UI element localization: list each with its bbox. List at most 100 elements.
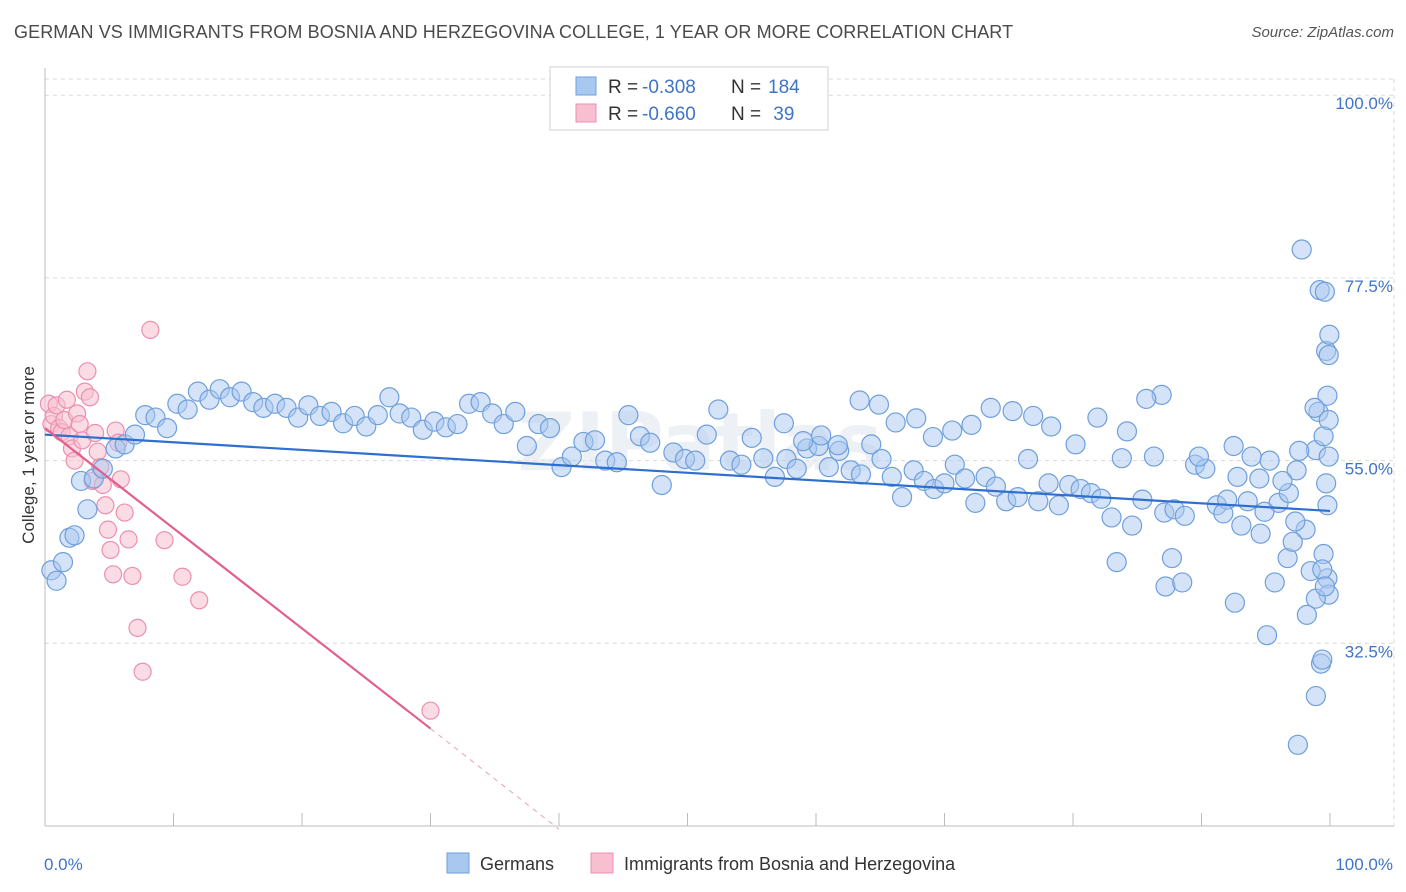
y-tick-label-0: 100.0% <box>1335 94 1393 113</box>
germans-point-170 <box>1065 434 1086 455</box>
germans-point-182 <box>827 435 848 456</box>
germans-point-70 <box>786 458 807 479</box>
germans-point-52 <box>584 430 606 451</box>
immigrants-point-22 <box>96 496 115 515</box>
germans-point-141 <box>1296 604 1317 625</box>
germans-point-62 <box>696 424 717 445</box>
chart-title: GERMAN VS IMMIGRANTS FROM BOSNIA AND HER… <box>14 22 1014 42</box>
germans-point-128 <box>1250 523 1271 544</box>
y-tick-label-1: 77.5% <box>1345 277 1393 296</box>
germans-point-164 <box>1312 649 1333 670</box>
germans-point-78 <box>871 448 892 470</box>
germans-point-93 <box>1028 491 1049 512</box>
germans-point-150 <box>1291 239 1312 260</box>
immigrants-point-36 <box>173 567 192 586</box>
germans-point-77 <box>861 434 882 455</box>
immigrants-point-37 <box>190 591 209 610</box>
germans-point-177 <box>922 426 944 448</box>
germans-trend-line <box>44 433 1331 513</box>
immigrants-point-16 <box>80 388 100 407</box>
immigrants-trend-extension <box>430 728 560 830</box>
immigrants-point-19 <box>88 442 107 461</box>
germans-point-183 <box>811 425 832 446</box>
germans-point-155 <box>1318 409 1339 431</box>
germans-point-140 <box>1289 440 1310 461</box>
germans-point-33 <box>367 405 388 426</box>
germans-point-118 <box>1286 460 1307 481</box>
germans-point-144 <box>1172 572 1193 593</box>
immigrants-point-38 <box>421 701 440 720</box>
germans-point-159 <box>1318 344 1339 366</box>
germans-point-173 <box>1002 400 1023 422</box>
germans-point-172 <box>1023 405 1044 427</box>
y-axis-label: College, 1 year or more <box>19 366 38 544</box>
legend-n-label-immigrants: N = <box>731 104 761 125</box>
legend-n-value-immigrants: 39 <box>768 104 794 125</box>
germans-point-174 <box>980 397 1001 418</box>
germans-point-147 <box>1282 531 1303 552</box>
germans-point-132 <box>1312 559 1333 580</box>
immigrants-point-7 <box>57 390 76 409</box>
germans-point-66 <box>741 427 762 448</box>
germans-point-45 <box>505 401 526 423</box>
germans-point-80 <box>891 487 913 508</box>
germans-point-61 <box>685 450 706 471</box>
germans-point-145 <box>1224 592 1246 613</box>
y-tick-labels: 100.0% 77.5% 55.0% 32.5% <box>1335 94 1393 661</box>
germans-point-160 <box>1319 324 1340 345</box>
germans-point-112 <box>1227 466 1248 487</box>
germans-point-16 <box>177 399 198 420</box>
germans-point-156 <box>1318 446 1339 467</box>
germans-point-171 <box>1041 416 1062 437</box>
legend-r-value-germans: -0.308 <box>642 77 696 98</box>
immigrants-point-32 <box>128 618 147 637</box>
germans-point-46 <box>516 435 537 457</box>
immigrants-point-25 <box>104 565 123 584</box>
axes <box>44 68 1394 827</box>
germans-point-4 <box>64 525 85 546</box>
germans-point-184 <box>793 431 814 452</box>
germans-point-85 <box>944 454 965 475</box>
germans-point-158 <box>1317 495 1338 516</box>
x-tick-label-0: 0.0% <box>44 855 83 874</box>
germans-point-55 <box>618 405 639 426</box>
y-tick-label-3: 32.5% <box>1345 642 1393 661</box>
germans-point-102 <box>1122 515 1143 536</box>
germans-point-180 <box>868 394 890 415</box>
immigrants-point-30 <box>119 530 138 549</box>
germans-point-179 <box>885 412 906 433</box>
immigrants-point-23 <box>98 520 118 539</box>
germans-point-154 <box>1317 385 1338 406</box>
germans-point-165 <box>1287 734 1308 755</box>
germans-point-124 <box>1106 552 1127 573</box>
immigrants-point-12 <box>70 414 89 434</box>
germans-point-181 <box>849 390 870 411</box>
germans-point-142 <box>1305 685 1326 707</box>
germans-point-152 <box>1314 281 1335 302</box>
germans-point-87 <box>965 492 986 513</box>
series-germans-points <box>41 239 1340 755</box>
legend-n-value-germans: 184 <box>768 77 800 98</box>
germans-point-8 <box>92 458 113 479</box>
bottom-legend-label-germans: Germans <box>480 854 554 874</box>
germans-point-2 <box>52 552 74 573</box>
germans-point-92 <box>1017 448 1039 470</box>
germans-point-161 <box>1304 397 1325 418</box>
germans-point-126 <box>1223 435 1244 457</box>
germans-point-73 <box>818 457 839 478</box>
bottom-legend-swatch-germans <box>446 852 470 874</box>
germans-point-94 <box>1038 473 1059 494</box>
legend-swatch-immigrants <box>575 103 597 123</box>
germans-point-163 <box>1256 625 1278 646</box>
germans-point-63 <box>708 399 729 420</box>
germans-point-101 <box>1111 448 1132 469</box>
germans-point-95 <box>1048 495 1069 516</box>
x-tick-labels: 0.0% 100.0% <box>44 855 1393 874</box>
germans-point-65 <box>731 454 752 475</box>
germans-point-176 <box>942 420 963 441</box>
germans-point-14 <box>156 418 178 439</box>
germans-point-146 <box>1264 572 1285 593</box>
germans-point-178 <box>906 408 927 429</box>
immigrants-point-24 <box>101 540 120 560</box>
